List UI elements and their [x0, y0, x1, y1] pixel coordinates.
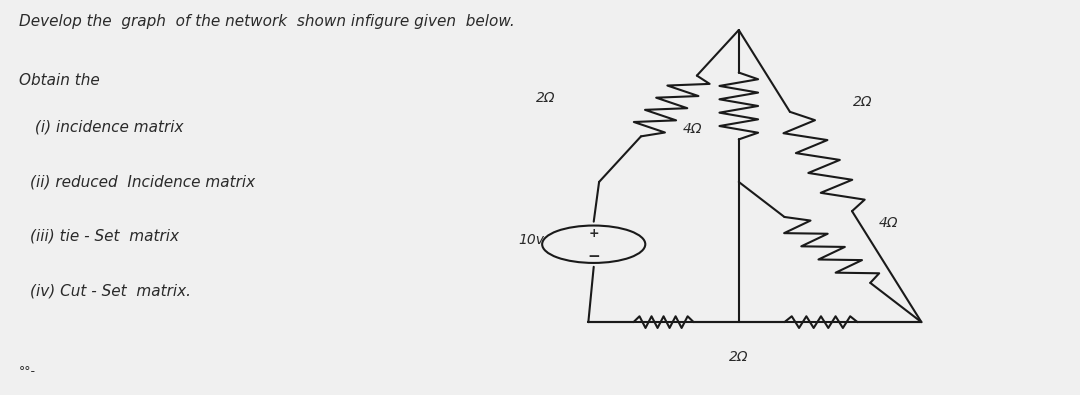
Text: 4Ω: 4Ω [878, 216, 897, 230]
Text: (i) incidence matrix: (i) incidence matrix [29, 120, 184, 135]
Text: 2Ω: 2Ω [729, 350, 748, 364]
Text: (iii) tie - Set  matrix: (iii) tie - Set matrix [29, 229, 178, 244]
Text: 2Ω: 2Ω [852, 95, 872, 109]
Text: °°-: °°- [18, 365, 36, 378]
Text: Develop the  graph  of the network  shown infigure given  below.: Develop the graph of the network shown i… [18, 15, 515, 30]
Text: (iv) Cut - Set  matrix.: (iv) Cut - Set matrix. [29, 283, 191, 298]
Text: +: + [589, 228, 599, 241]
Text: Obtain the: Obtain the [18, 73, 99, 88]
Text: 2Ω: 2Ω [536, 91, 555, 105]
Text: 4Ω: 4Ω [683, 122, 702, 136]
Text: −: − [588, 249, 600, 264]
Text: 10v: 10v [518, 233, 544, 247]
Text: (ii) reduced  Incidence matrix: (ii) reduced Incidence matrix [29, 174, 255, 189]
